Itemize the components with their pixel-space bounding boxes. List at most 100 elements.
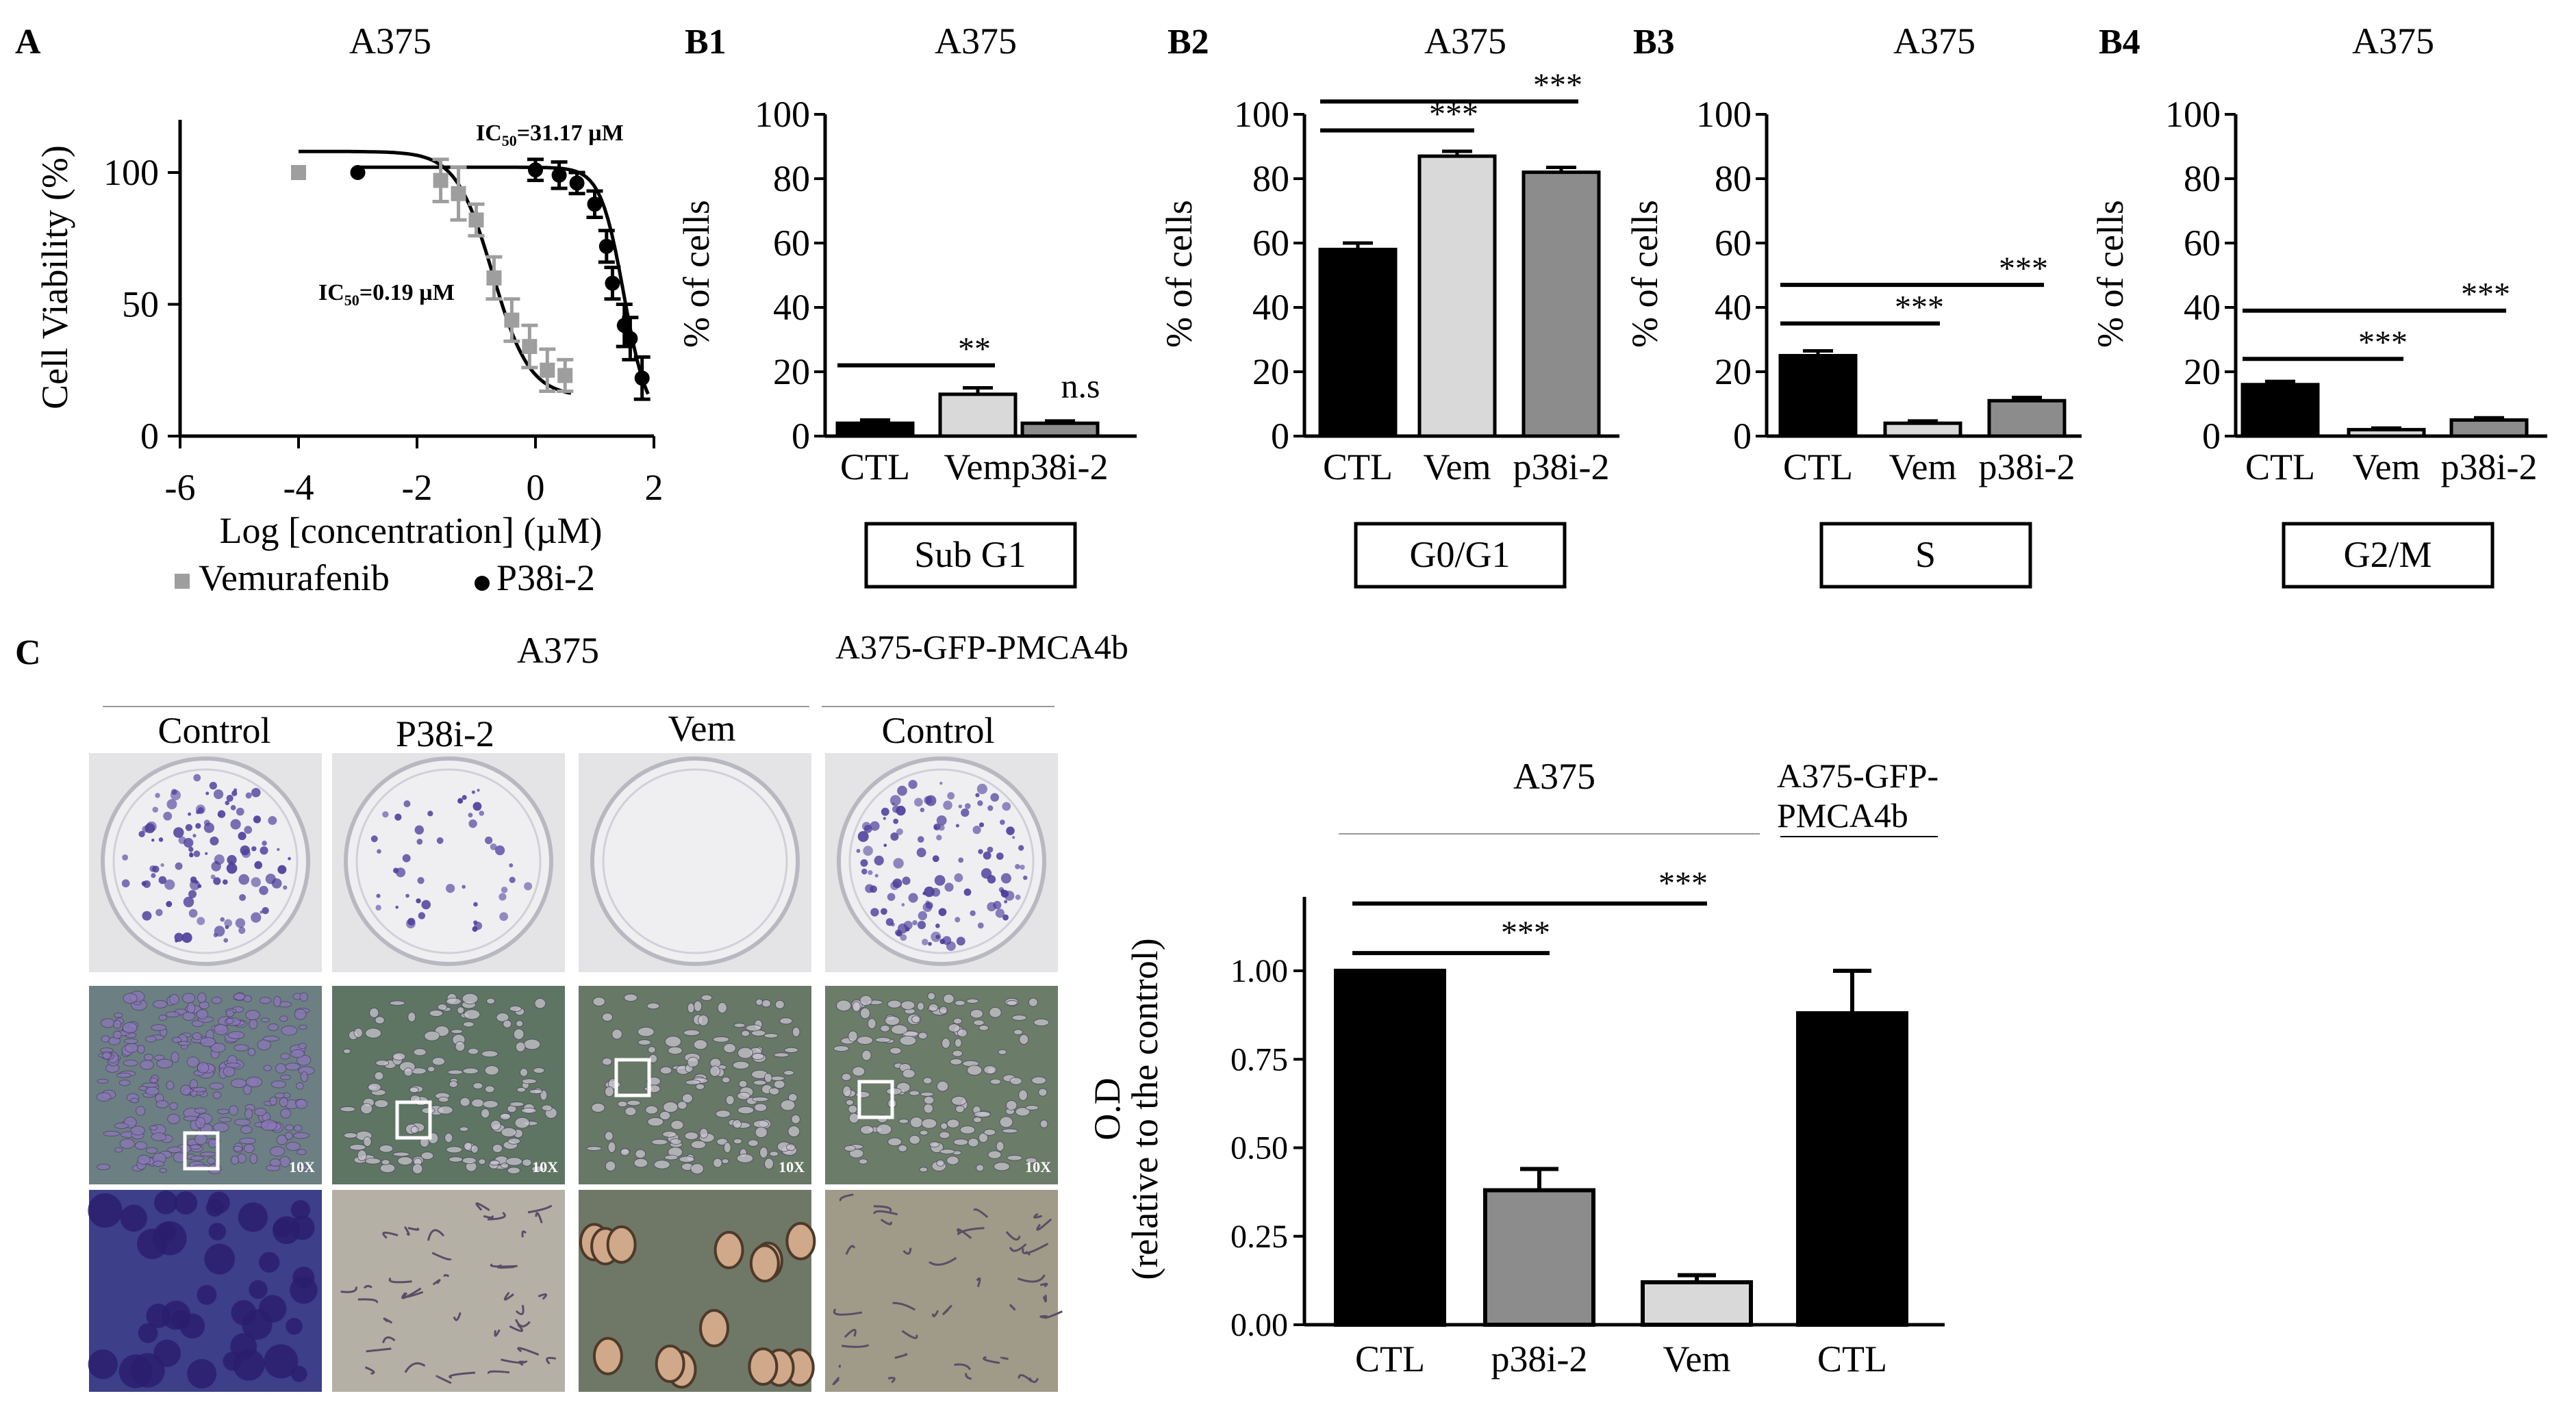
panel-c-cell [592, 996, 606, 1006]
panel-c-zoom-cell [839, 1193, 854, 1202]
chart-B1-ytick-label: 80 [773, 158, 810, 199]
chart-B3-xtick-label: CTL [1783, 446, 1853, 487]
panel-c-cell [292, 1132, 310, 1139]
panel-c-cell [601, 1057, 612, 1066]
chart-B4-ytick-label: 0 [2202, 416, 2221, 457]
panel-c-cell [183, 1115, 199, 1121]
panel-c-cell [379, 1144, 394, 1153]
panel-c-colony [288, 856, 291, 861]
panel-c-colony [885, 918, 894, 926]
panel-c-cell [902, 1069, 916, 1079]
panel-c-colony [416, 839, 423, 845]
panel-c-colony [874, 874, 879, 878]
chart-c-xtick-label: CTL [1817, 1338, 1887, 1380]
panel-c-cell [921, 1118, 937, 1129]
panel-c-cell [167, 1113, 180, 1125]
panel-label-b4: B4 [2099, 23, 2141, 62]
panel-c-cell [151, 1132, 167, 1141]
panel-c-cell [210, 1043, 226, 1053]
chart-B3-ytick-label: 0 [1733, 416, 1752, 457]
panel-c-cell [118, 1079, 131, 1086]
panel-c-cell [243, 1143, 255, 1154]
chart-B4-bar [2449, 418, 2529, 438]
panel-c-cell [909, 1134, 921, 1145]
panel-c-colony [142, 880, 151, 889]
panel-c-cell [1038, 1088, 1048, 1097]
panel-c-cell [446, 997, 462, 1006]
panel-c-colony [236, 807, 244, 816]
panel-c-colony [897, 785, 907, 796]
panel-c-cell [177, 1041, 192, 1046]
panel-c-colony [188, 846, 194, 852]
panel-c-zoom-cell [874, 1205, 892, 1212]
panel-c-colony [277, 848, 280, 851]
panel-c-colony [138, 830, 145, 838]
chart-B1-bar [1020, 421, 1100, 438]
panel-c-zoom-cell [514, 1319, 531, 1327]
panel-c-cell [259, 997, 272, 1004]
panel-c-zoom-cell [748, 1347, 779, 1386]
panel-c-zoom-cell [290, 1215, 315, 1241]
panel-c-cell [260, 1017, 270, 1023]
panel-c-colony [171, 789, 177, 795]
chart-a-legend-p38-marker [475, 576, 490, 591]
panel-c-cell [192, 1086, 207, 1093]
panel-c-cell [983, 1065, 997, 1075]
panel-c-cell [509, 1005, 522, 1012]
panel-c-zoom-cell [290, 1275, 318, 1304]
panel-c-cell [624, 1106, 637, 1116]
chart-B1-ytick-label: 100 [755, 94, 810, 135]
panel-c-cell [620, 1148, 630, 1156]
panel-c-colony [887, 893, 896, 902]
chart-a-vem-point [504, 312, 520, 328]
panel-c-colony [259, 885, 268, 895]
chart-a-ytick-label: 0 [140, 416, 159, 457]
chart-B2-bar [1521, 170, 1601, 438]
panel-c-cell [196, 1009, 209, 1019]
panel-c-cell [737, 1047, 753, 1059]
panel-c-colony [1002, 914, 1009, 921]
panel-c-colony [922, 891, 926, 895]
panel-c-colony [375, 904, 381, 911]
panel-c-cell [534, 997, 546, 1009]
panel-c-colony [936, 835, 942, 841]
chart-B4-ytick-label: 60 [2184, 223, 2221, 264]
panel-c-zoom-box [857, 1080, 894, 1119]
panel-c-cell [103, 1130, 121, 1136]
panel-c-cell [294, 1008, 307, 1020]
panel-c-cell [998, 1049, 1007, 1055]
panel-c-od-chart: A375 A375-GFP-PMCA4b 0.00 0.25 0.50 0.75 1.00 O… [1087, 756, 1945, 1380]
panel-c-cell [611, 1028, 623, 1040]
panel-c-colony [205, 791, 210, 796]
panel-c-colony [870, 885, 877, 893]
chart-a-xlabel: Log [concentration] (µM) [220, 510, 603, 551]
panel-c-colony [861, 822, 871, 831]
panel-c-cell [966, 1065, 983, 1076]
panel-c-cell [369, 1007, 379, 1018]
panel-c-cell [659, 1066, 672, 1075]
panel-c-cell [169, 1102, 178, 1110]
panel-c-cell [989, 1078, 1002, 1085]
panel-c-colony [395, 905, 399, 909]
panel-c-zoom-cell [1009, 1304, 1016, 1311]
panel-c-colony [894, 929, 902, 936]
panel-c-zoom-cell [357, 1298, 378, 1304]
panel-c-colony [226, 794, 233, 802]
panel-c-cell [254, 1108, 267, 1117]
panel-c-cell [233, 993, 246, 1001]
panel-c-colony [268, 815, 277, 825]
panel-c-cell [100, 1018, 115, 1028]
panel-c-cell [158, 1015, 168, 1021]
panel-c-cell [136, 1106, 146, 1116]
panel-c-cell [186, 1056, 200, 1068]
panel-c-cell [700, 994, 713, 1002]
panel-c-cell [269, 1146, 286, 1157]
panel-b2-g0g1-chart: A375 0 20 40 60 80 100 % of cells CTL Vem p38i-2 **… [1159, 21, 1619, 589]
panel-c-cell [298, 1165, 309, 1171]
panel-c-zoom-cell [259, 1251, 280, 1273]
panel-c-cell [197, 992, 207, 1004]
panel-c-zoom-cell [488, 1212, 506, 1221]
panel-c-cell [953, 1139, 969, 1146]
panel-c-zoom-cell [431, 1251, 452, 1261]
